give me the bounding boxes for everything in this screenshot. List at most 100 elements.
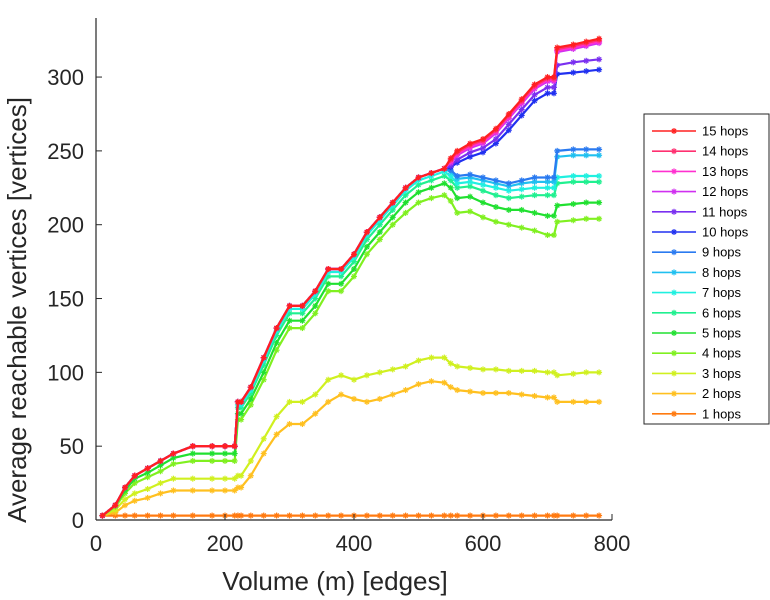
data-point-marker bbox=[248, 473, 254, 479]
data-point-marker bbox=[480, 366, 486, 372]
data-point-marker bbox=[596, 513, 602, 519]
data-point-marker bbox=[261, 436, 267, 442]
data-point-marker bbox=[454, 173, 460, 179]
data-point-marker bbox=[467, 513, 473, 519]
series-line bbox=[102, 380, 600, 517]
data-point-marker bbox=[671, 330, 677, 336]
data-point-marker bbox=[403, 185, 409, 191]
data-point-marker bbox=[480, 174, 486, 180]
data-point-marker bbox=[532, 513, 538, 519]
data-point-marker bbox=[671, 189, 677, 195]
data-point-marker bbox=[415, 174, 422, 180]
data-point-marker bbox=[338, 372, 344, 378]
data-point-marker bbox=[454, 180, 460, 186]
series-1-hops bbox=[99, 512, 603, 519]
data-point-marker bbox=[532, 228, 538, 234]
data-point-marker bbox=[261, 355, 267, 361]
data-point-marker bbox=[286, 318, 293, 324]
data-point-marker bbox=[261, 451, 267, 457]
data-point-marker bbox=[583, 399, 589, 405]
data-point-marker bbox=[583, 216, 589, 222]
data-point-marker bbox=[190, 443, 196, 449]
data-point-marker bbox=[596, 152, 602, 158]
legend-label: 11 hops bbox=[702, 204, 748, 219]
data-point-marker bbox=[238, 417, 244, 423]
x-axis-label: Volume (m) [edges] bbox=[222, 566, 447, 596]
data-point-marker bbox=[299, 303, 305, 309]
data-point-marker bbox=[364, 513, 370, 519]
data-point-marker bbox=[467, 365, 473, 371]
series-line bbox=[101, 68, 600, 517]
data-point-marker bbox=[554, 219, 560, 225]
data-point-marker bbox=[544, 192, 551, 198]
data-point-marker bbox=[274, 414, 280, 420]
data-point-marker bbox=[261, 513, 267, 519]
data-point-marker bbox=[157, 480, 164, 486]
data-point-marker bbox=[428, 513, 434, 519]
data-point-marker bbox=[493, 204, 499, 210]
data-point-marker bbox=[480, 136, 486, 142]
series-11-hops bbox=[99, 56, 603, 519]
data-point-marker bbox=[377, 222, 383, 228]
legend-label: 10 hops bbox=[702, 225, 749, 240]
data-point-marker bbox=[454, 387, 460, 393]
data-point-marker bbox=[325, 266, 331, 272]
data-point-marker bbox=[467, 389, 473, 395]
data-point-marker bbox=[544, 174, 551, 180]
data-point-marker bbox=[312, 303, 318, 309]
legend-entry: 3 hops bbox=[652, 366, 742, 381]
data-point-marker bbox=[544, 232, 551, 238]
data-point-marker bbox=[671, 249, 677, 255]
data-point-marker bbox=[551, 232, 557, 238]
data-point-marker bbox=[170, 455, 176, 461]
legend: 15 hops 14 hops 13 hops 12 hops 11 hops 10 ho… bbox=[643, 113, 770, 425]
data-point-marker bbox=[544, 84, 551, 90]
data-point-marker bbox=[519, 194, 525, 200]
data-point-marker bbox=[467, 140, 473, 147]
data-point-marker bbox=[570, 173, 576, 179]
data-point-marker bbox=[122, 484, 128, 491]
data-point-marker bbox=[480, 145, 486, 151]
legend-entry: 5 hops bbox=[652, 326, 742, 341]
data-point-marker bbox=[506, 127, 512, 133]
data-point-marker bbox=[596, 67, 602, 73]
data-point-marker bbox=[506, 513, 512, 519]
data-point-marker bbox=[248, 458, 254, 464]
data-point-marker bbox=[286, 513, 293, 519]
data-point-marker bbox=[671, 128, 677, 134]
data-point-marker bbox=[671, 310, 677, 316]
data-point-marker bbox=[519, 96, 525, 102]
data-point-marker bbox=[544, 74, 551, 80]
data-point-marker bbox=[480, 149, 486, 155]
data-point-marker bbox=[532, 393, 538, 399]
data-point-marker bbox=[596, 200, 602, 206]
data-point-marker bbox=[671, 168, 677, 174]
data-point-marker bbox=[364, 372, 370, 378]
data-point-marker bbox=[671, 290, 677, 296]
data-point-marker bbox=[506, 207, 512, 213]
data-point-marker bbox=[299, 421, 305, 427]
data-point-marker bbox=[506, 195, 512, 201]
data-point-marker bbox=[532, 174, 538, 180]
data-point-marker bbox=[519, 186, 525, 192]
data-point-marker bbox=[551, 213, 557, 219]
data-point-marker bbox=[671, 370, 677, 376]
data-point-marker bbox=[145, 465, 151, 471]
data-point-marker bbox=[157, 462, 164, 468]
data-point-marker bbox=[554, 148, 560, 154]
data-point-marker bbox=[570, 146, 576, 152]
data-point-marker bbox=[570, 217, 576, 223]
data-point-marker bbox=[132, 513, 138, 519]
legend-entry: 8 hops bbox=[652, 265, 742, 280]
data-point-marker bbox=[325, 273, 331, 279]
data-point-marker bbox=[299, 318, 305, 324]
data-point-marker bbox=[544, 90, 551, 96]
data-point-marker bbox=[596, 179, 602, 185]
data-point-marker bbox=[506, 111, 512, 117]
series-6-hops bbox=[99, 172, 603, 519]
data-point-marker bbox=[544, 213, 551, 219]
data-point-marker bbox=[325, 377, 331, 383]
data-point-marker bbox=[544, 394, 551, 400]
data-point-marker bbox=[122, 502, 128, 508]
data-point-marker bbox=[570, 371, 576, 377]
